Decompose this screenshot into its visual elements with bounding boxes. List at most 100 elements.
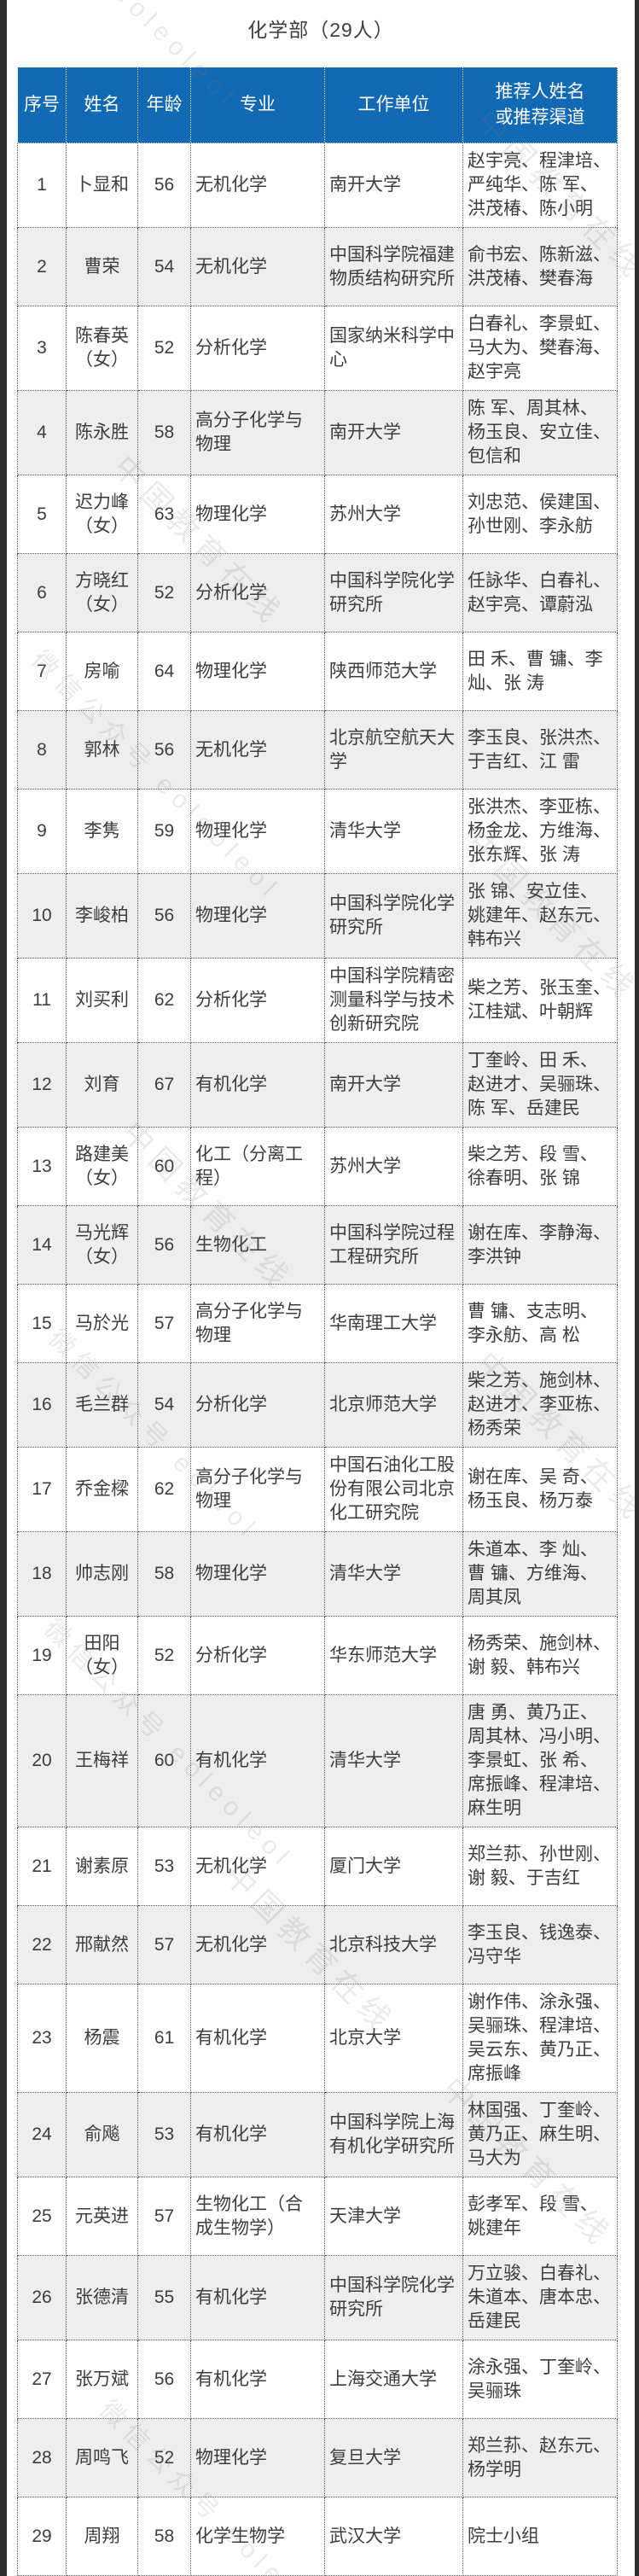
cell-recommenders: 赵宇亮、程津培、严纯华、陈 军、洪茂椿、陈小明 bbox=[462, 143, 618, 228]
table-row: 23 杨震 61 有机化学 北京大学 谢作伟、涂永强、吴骊珠、程津培、吴云东、黄… bbox=[17, 1984, 618, 2093]
cell-age: 56 bbox=[137, 1205, 191, 1285]
cell-work-unit: 上海交通大学 bbox=[324, 2340, 463, 2419]
cell-recommenders: 柴之芳、施剑林、赵进才、李亚栋、杨秀荣 bbox=[462, 1362, 618, 1448]
cell-major: 分析化学 bbox=[190, 553, 325, 632]
cell-recommenders: 李玉良、钱逸泰、冯守华 bbox=[462, 1905, 618, 1984]
cell-work-unit: 厦门大学 bbox=[324, 1827, 463, 1906]
cell-work-unit: 中国科学院化学研究所 bbox=[324, 553, 463, 632]
table-row: 25 元英进 57 生物化工（合成生物学） 天津大学 彭孝军、段 雪、姚建年 bbox=[17, 2177, 618, 2256]
cell-recommenders: 刘忠范、侯建国、孙世刚、李永舫 bbox=[462, 475, 618, 554]
cell-age: 58 bbox=[137, 390, 191, 475]
cell-age: 56 bbox=[137, 710, 191, 790]
cell-age: 56 bbox=[137, 2340, 191, 2419]
cell-serial-number: 3 bbox=[17, 306, 67, 391]
cell-serial-number: 19 bbox=[17, 1616, 67, 1695]
table-row: 22 邢献然 57 无机化学 北京科技大学 李玉良、钱逸泰、冯守华 bbox=[17, 1905, 618, 1984]
table-header-row: 序号 姓名 年龄 专业 工作单位 推荐人姓名或推荐渠道 bbox=[17, 67, 618, 143]
cell-work-unit: 中国科学院化学研究所 bbox=[324, 873, 463, 959]
table-row: 1 卜显和 56 无机化学 南开大学 赵宇亮、程津培、严纯华、陈 军、洪茂椿、陈… bbox=[17, 143, 618, 228]
table-row: 2 曹荣 54 无机化学 中国科学院福建物质结构研究所 俞书宏、陈新滋、洪茂椿、… bbox=[17, 227, 618, 306]
cell-recommenders: 柴之芳、张玉奎、江桂斌、叶朝辉 bbox=[462, 958, 618, 1043]
cell-major: 物理化学 bbox=[190, 632, 325, 711]
col-header-recommenders: 推荐人姓名或推荐渠道 bbox=[462, 67, 618, 143]
cell-recommenders: 万立骏、白春礼、朱道本、唐本忠、岳建民 bbox=[462, 2255, 618, 2340]
cell-name: 乔金樑 bbox=[66, 1447, 138, 1532]
cell-major: 物理化学 bbox=[190, 2418, 325, 2497]
cell-recommenders: 谢在库、吴 奇、杨玉良、杨万泰 bbox=[462, 1447, 618, 1532]
cell-name: 张万斌 bbox=[66, 2340, 138, 2419]
cell-age: 56 bbox=[137, 143, 191, 228]
cell-recommenders: 涂永强、丁奎岭、吴骊珠 bbox=[462, 2340, 618, 2419]
cell-recommenders: 白春礼、李景虹、马大为、樊春海、赵宇亮 bbox=[462, 306, 618, 391]
table-row: 16 毛兰群 54 分析化学 北京师范大学 柴之芳、施剑林、赵进才、李亚栋、杨秀… bbox=[17, 1362, 618, 1448]
cell-major: 无机化学 bbox=[190, 143, 325, 228]
table-row: 26 张德清 55 有机化学 中国科学院化学研究所 万立骏、白春礼、朱道本、唐本… bbox=[17, 2255, 618, 2340]
col-header-major: 专业 bbox=[190, 67, 325, 143]
table-row: 15 马於光 57 高分子化学与物理 华南理工大学 曹 镛、支志明、李永舫、高 … bbox=[17, 1284, 618, 1363]
cell-age: 55 bbox=[137, 2255, 191, 2340]
cell-work-unit: 北京科技大学 bbox=[324, 1905, 463, 1984]
article-content: 化学部（29人） 序号 姓名 年龄 专业 工作单位 推荐人姓名或推荐渠道 1 卜… bbox=[7, 0, 635, 2576]
cell-recommenders: 张洪杰、李亚栋、杨金龙、方维海、张东辉、张 涛 bbox=[462, 789, 618, 874]
cell-recommenders: 郑兰荪、孙世刚、谢 毅、于吉红 bbox=[462, 1827, 618, 1906]
cell-major: 生物化工（合成生物学） bbox=[190, 2177, 325, 2256]
cell-work-unit: 中国科学院化学研究所 bbox=[324, 2255, 463, 2340]
cell-age: 56 bbox=[137, 873, 191, 959]
cell-major: 无机化学 bbox=[190, 710, 325, 790]
cell-recommenders: 田 禾、曹 镛、李 灿、张 涛 bbox=[462, 632, 618, 711]
cell-major: 化工（分离工程） bbox=[190, 1127, 325, 1206]
cell-work-unit: 北京航空航天大学 bbox=[324, 710, 463, 790]
cell-name: 邢献然 bbox=[66, 1905, 138, 1984]
cell-serial-number: 22 bbox=[17, 1905, 67, 1984]
cell-serial-number: 17 bbox=[17, 1447, 67, 1532]
cell-work-unit: 武汉大学 bbox=[324, 2497, 463, 2576]
table-row: 10 李峻柏 56 物理化学 中国科学院化学研究所 张 锦、安立佳、姚建年、赵东… bbox=[17, 873, 618, 959]
cell-name: 谢素原 bbox=[66, 1827, 138, 1906]
cell-major: 有机化学 bbox=[190, 1694, 325, 1827]
table-row: 27 张万斌 56 有机化学 上海交通大学 涂永强、丁奎岭、吴骊珠 bbox=[17, 2340, 618, 2419]
cell-serial-number: 26 bbox=[17, 2255, 67, 2340]
cell-work-unit: 南开大学 bbox=[324, 143, 463, 228]
cell-work-unit: 中国科学院福建物质结构研究所 bbox=[324, 227, 463, 306]
cell-recommenders: 张 锦、安立佳、姚建年、赵东元、韩布兴 bbox=[462, 873, 618, 959]
cell-work-unit: 天津大学 bbox=[324, 2177, 463, 2256]
cell-recommenders: 曹 镛、支志明、李永舫、高 松 bbox=[462, 1284, 618, 1363]
cell-age: 58 bbox=[137, 2497, 191, 2576]
cell-serial-number: 5 bbox=[17, 475, 67, 554]
cell-major: 无机化学 bbox=[190, 1827, 325, 1906]
table-row: 11 刘买利 62 分析化学 中国科学院精密测量科学与技术创新研究院 柴之芳、张… bbox=[17, 958, 618, 1043]
right-edge-bar bbox=[635, 0, 639, 2576]
cell-age: 57 bbox=[137, 2177, 191, 2256]
cell-work-unit: 清华大学 bbox=[324, 1694, 463, 1827]
cell-age: 64 bbox=[137, 632, 191, 711]
cell-serial-number: 13 bbox=[17, 1127, 67, 1206]
cell-serial-number: 12 bbox=[17, 1042, 67, 1128]
cell-work-unit: 苏州大学 bbox=[324, 1127, 463, 1206]
section-title: 化学部（29人） bbox=[247, 19, 394, 41]
cell-age: 54 bbox=[137, 1362, 191, 1448]
cell-major: 无机化学 bbox=[190, 227, 325, 306]
cell-work-unit: 清华大学 bbox=[324, 789, 463, 874]
table-row: 20 王梅祥 60 有机化学 清华大学 唐 勇、黄乃正、周其林、冯小明、李景虹、… bbox=[17, 1694, 618, 1827]
cell-name: 帅志刚 bbox=[66, 1531, 138, 1617]
cell-age: 52 bbox=[137, 553, 191, 632]
table-row: 21 谢素原 53 无机化学 厦门大学 郑兰荪、孙世刚、谢 毅、于吉红 bbox=[17, 1827, 618, 1906]
cell-recommenders: 陈 军、周其林、杨玉良、安立佳、包信和 bbox=[462, 390, 618, 475]
cell-serial-number: 20 bbox=[17, 1694, 67, 1827]
cell-major: 高分子化学与物理 bbox=[190, 1284, 325, 1363]
cell-major: 有机化学 bbox=[190, 1984, 325, 2093]
cell-age: 57 bbox=[137, 1284, 191, 1363]
cell-major: 化学生物学 bbox=[190, 2497, 325, 2576]
table-row: 28 周鸣飞 52 物理化学 复旦大学 郑兰荪、赵东元、杨学明 bbox=[17, 2418, 618, 2497]
cell-serial-number: 8 bbox=[17, 710, 67, 790]
table-row: 14 马光辉（女） 56 生物化工 中国科学院过程工程研究所 谢在库、李静海、李… bbox=[17, 1205, 618, 1285]
cell-serial-number: 25 bbox=[17, 2177, 67, 2256]
cell-serial-number: 27 bbox=[17, 2340, 67, 2419]
cell-serial-number: 14 bbox=[17, 1205, 67, 1285]
cell-age: 53 bbox=[137, 2092, 191, 2177]
cell-name: 李峻柏 bbox=[66, 873, 138, 959]
cell-serial-number: 15 bbox=[17, 1284, 67, 1363]
cell-name: 马於光 bbox=[66, 1284, 138, 1363]
cell-major: 分析化学 bbox=[190, 958, 325, 1043]
col-header-name: 姓名 bbox=[66, 67, 138, 143]
